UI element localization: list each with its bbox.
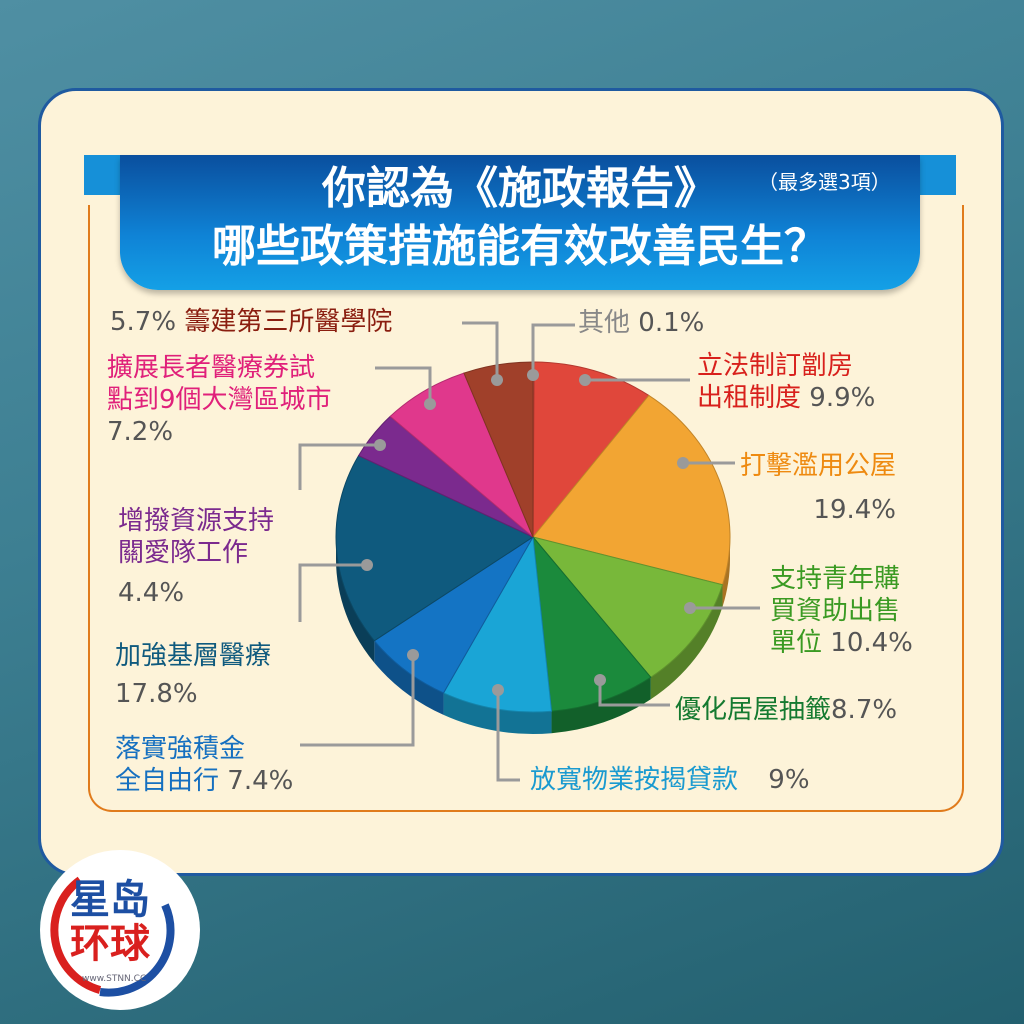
pie-slice [532, 394, 731, 586]
logo-text-1: 星岛 [70, 877, 150, 923]
chart-subtitle: （最多選3項） [758, 170, 891, 194]
chart-frame [88, 205, 964, 812]
leader-dot [491, 374, 503, 386]
leader-dot [527, 369, 539, 381]
leader-dot [424, 398, 436, 410]
leader-other [531, 323, 575, 375]
pie-slice [335, 454, 535, 642]
label-medschool: 5.7% 籌建第三所醫學院 [110, 307, 393, 337]
leader-voucher [375, 366, 432, 404]
label-hos: 優化居屋抽籤8.7% [675, 695, 898, 725]
leader-dot [594, 674, 606, 686]
label-subdivided: 立法制訂劏房 出租制度 9.9% [697, 351, 876, 413]
leader-dot [684, 602, 696, 614]
leader-dot [492, 684, 504, 696]
leader-medschool [462, 321, 499, 380]
label-care: 增撥資源支持 關愛隊工作 4.4% [118, 506, 275, 608]
chart-title-line2: 哪些政策措施能有效改善民生？ [212, 221, 828, 272]
leader-dot [579, 374, 591, 386]
label-youth: 支持青年購 買資助出售 單位 10.4% [770, 564, 913, 658]
leader-dot [677, 457, 689, 469]
label-mortgage: 放寬物業按揭貸款 9% [530, 765, 810, 795]
pie-slice-side [336, 537, 375, 663]
label-other: 其他 0.1% [578, 308, 705, 338]
leader-dot [361, 559, 373, 571]
logo-url: www.STNN.CC [82, 974, 147, 984]
label-primary: 加強基層醫療 17.8% [115, 641, 272, 709]
leader-hos [598, 680, 670, 707]
pie-slice [531, 536, 724, 678]
label-mpf: 落實強積金 全自由行 7.4% [115, 734, 294, 796]
logo-ring-icon [50, 876, 175, 997]
pie-slice-side [650, 584, 723, 700]
leader-mortgage [496, 690, 520, 782]
pie-slice [442, 535, 553, 713]
pie-slice [532, 535, 652, 712]
pie-slice [532, 361, 650, 539]
title-banner [120, 155, 920, 290]
leader-dot [407, 649, 419, 661]
label-public-housing: 打擊濫用公屋 19.4% [740, 451, 897, 525]
leader-primary [298, 563, 367, 622]
leader-mpf [300, 655, 415, 747]
logo-text-2: 环球 [70, 921, 150, 967]
stnn-logo: 星岛 环球 www.STNN.CC [40, 850, 200, 1010]
label-voucher: 擴展長者醫療券試 點到9個大灣區城市 7.2% [107, 353, 332, 447]
chart-title-line1: 你認為《施政報告》 [322, 163, 718, 214]
leader-dot [374, 439, 386, 451]
leader-care [298, 443, 380, 490]
